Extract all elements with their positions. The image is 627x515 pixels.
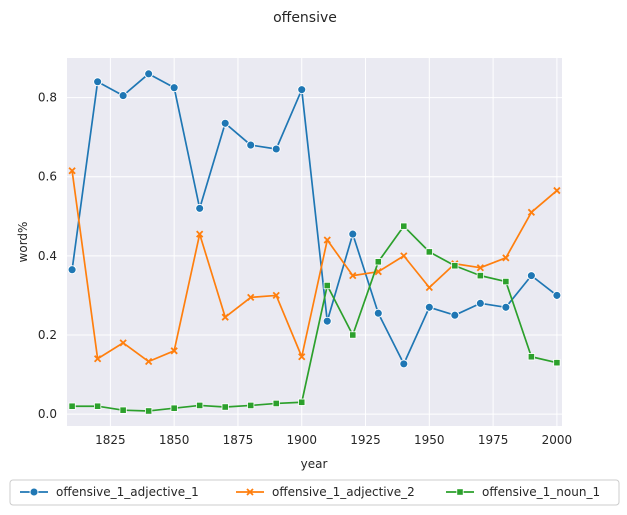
data-point xyxy=(220,118,230,128)
data-point xyxy=(425,283,433,292)
data-point xyxy=(553,186,561,195)
y-tick-label: 0.2 xyxy=(38,328,57,342)
data-point xyxy=(196,401,204,410)
data-point xyxy=(348,229,358,239)
y-axis-title: word% xyxy=(16,222,30,263)
legend-item: offensive_1_noun_1 xyxy=(446,485,600,499)
data-point xyxy=(145,407,153,415)
data-point xyxy=(195,203,205,213)
data-point xyxy=(322,316,332,326)
data-point xyxy=(119,406,127,414)
series-layer xyxy=(67,69,562,415)
data-point xyxy=(94,402,102,410)
data-point xyxy=(553,359,561,367)
data-point xyxy=(502,277,510,286)
data-point xyxy=(297,85,307,95)
data-point xyxy=(501,302,511,312)
data-point xyxy=(323,236,331,244)
series-line xyxy=(71,170,558,363)
data-point xyxy=(144,69,154,79)
data-point xyxy=(246,488,254,496)
data-point xyxy=(552,290,562,300)
y-tick-label: 0.0 xyxy=(38,407,57,421)
data-point xyxy=(298,353,306,361)
data-point xyxy=(68,402,76,410)
x-tick-label: 2000 xyxy=(542,433,573,447)
data-point xyxy=(400,222,408,230)
legend-item: offensive_1_adjective_2 xyxy=(236,485,415,499)
data-point xyxy=(349,331,357,339)
series-offensive_1_noun_1 xyxy=(68,222,561,415)
data-point xyxy=(118,91,128,101)
grid xyxy=(67,58,562,426)
data-point xyxy=(145,357,153,366)
data-point xyxy=(349,271,357,280)
y-tick-label: 0.8 xyxy=(38,91,57,105)
data-point xyxy=(221,313,229,321)
data-point xyxy=(475,298,485,308)
chart-title: offensive xyxy=(273,10,337,26)
data-point xyxy=(526,271,536,281)
legend-frame xyxy=(9,479,620,506)
data-point xyxy=(271,144,281,154)
x-tick-label: 1900 xyxy=(286,433,317,447)
data-point xyxy=(170,347,178,355)
x-tick-label: 1825 xyxy=(95,433,126,447)
data-point xyxy=(450,310,460,320)
data-point xyxy=(323,281,331,290)
data-point xyxy=(373,308,383,318)
series-offensive_1_adjective_1 xyxy=(67,69,562,369)
data-point xyxy=(196,230,204,238)
data-point xyxy=(298,398,306,406)
data-point xyxy=(67,265,77,275)
legend-label: offensive_1_noun_1 xyxy=(482,485,600,499)
x-tick-label: 1925 xyxy=(350,433,381,447)
x-tick-label: 1950 xyxy=(414,433,445,447)
x-tick-label: 1850 xyxy=(159,433,190,447)
series-offensive_1_adjective_2 xyxy=(68,167,561,366)
data-point xyxy=(246,140,256,150)
data-point xyxy=(68,167,76,175)
data-point xyxy=(502,254,510,262)
data-point xyxy=(119,339,127,347)
data-point xyxy=(476,264,484,272)
data-point xyxy=(221,403,229,411)
y-tick-label: 0.6 xyxy=(38,170,57,184)
series-line xyxy=(72,225,558,412)
data-point xyxy=(527,353,535,361)
data-point xyxy=(247,293,255,302)
x-axis-title: year xyxy=(301,457,328,471)
legend-label: offensive_1_adjective_2 xyxy=(272,485,415,499)
data-point xyxy=(93,77,103,87)
data-point xyxy=(425,248,433,256)
data-point xyxy=(527,208,536,216)
legend-item: offensive_1_adjective_1 xyxy=(20,485,199,499)
x-tick-label: 1975 xyxy=(478,433,509,447)
plot-background xyxy=(67,58,562,426)
data-point xyxy=(451,262,459,270)
data-point xyxy=(247,401,255,410)
tick-labels: 1825 1850 1875 1900 1925 1950 1975 2000 0.0 0.2 0.… xyxy=(38,91,572,447)
legend: offensive_1_adjective_1 offensive_1_adjec… xyxy=(9,479,620,506)
data-point xyxy=(456,488,464,496)
data-point xyxy=(170,404,178,412)
data-point xyxy=(29,487,39,497)
data-point xyxy=(476,272,484,280)
y-tick-label: 0.4 xyxy=(38,249,57,263)
data-point xyxy=(399,359,409,369)
data-point xyxy=(400,252,408,260)
data-point xyxy=(374,258,382,266)
series-line xyxy=(71,72,558,365)
x-tick-label: 1875 xyxy=(223,433,254,447)
data-point xyxy=(169,83,179,93)
data-point xyxy=(272,399,280,408)
data-point xyxy=(93,355,102,363)
data-point xyxy=(272,291,280,300)
data-point xyxy=(424,302,434,312)
legend-label: offensive_1_adjective_1 xyxy=(56,485,199,499)
